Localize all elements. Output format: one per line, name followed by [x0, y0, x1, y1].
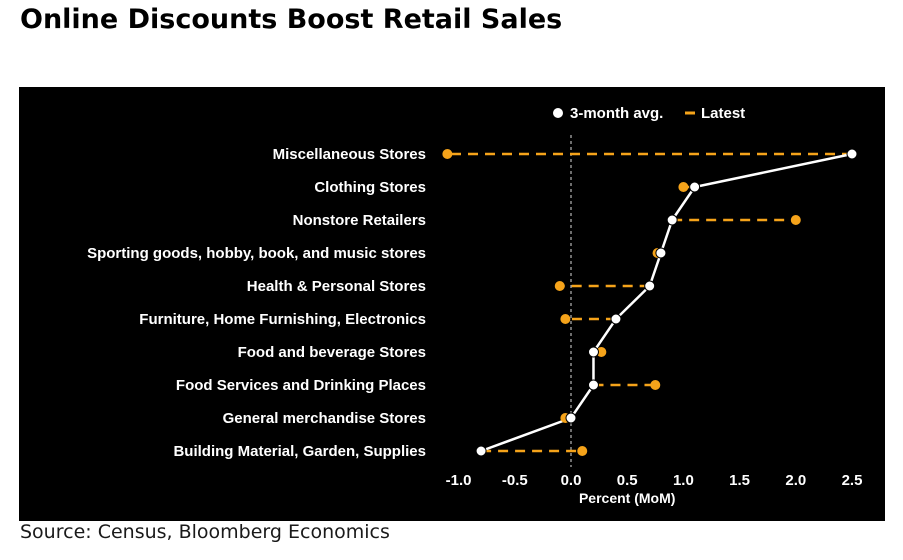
category-labels: Miscellaneous Stores Clothing Stores Nonst… — [87, 146, 426, 460]
x-tick-label: -0.5 — [502, 472, 528, 489]
latest-points — [442, 149, 801, 456]
avg-point — [565, 412, 577, 424]
latest-point — [678, 182, 689, 192]
latest-point — [596, 347, 607, 357]
category-label: Miscellaneous Stores — [273, 146, 426, 163]
avg-point — [644, 280, 656, 292]
latest-point — [560, 314, 571, 324]
avg-points — [475, 148, 858, 457]
latest-point — [790, 215, 801, 225]
x-tick-label: 1.0 — [673, 472, 694, 489]
x-tick-label: 0.0 — [561, 472, 582, 489]
category-label: Nonstore Retailers — [293, 212, 426, 229]
legend: 3-month avg. Latest — [553, 105, 745, 122]
latest-point — [650, 380, 661, 390]
latest-connectors — [447, 152, 852, 453]
category-label: Sporting goods, hobby, book, and music s… — [87, 245, 426, 262]
latest-point — [577, 446, 588, 456]
category-label: Building Material, Garden, Supplies — [173, 443, 426, 460]
category-label: Furniture, Home Furnishing, Electronics — [139, 311, 426, 328]
x-tick-label: 2.5 — [842, 472, 863, 489]
category-label: Clothing Stores — [314, 179, 426, 196]
category-label: Food and beverage Stores — [238, 344, 426, 361]
avg-point — [655, 247, 667, 259]
x-tick-label: -1.0 — [446, 472, 472, 489]
latest-point — [442, 149, 453, 159]
legend-avg-label: 3-month avg. — [570, 105, 663, 122]
x-axis-label: Percent (MoM) — [579, 490, 675, 506]
legend-avg-marker — [553, 108, 563, 118]
avg-series-line — [480, 152, 853, 453]
x-tick-label: 0.5 — [617, 472, 638, 489]
dot-plot-chart: 3-month avg. Latest Miscellaneous Stores… — [87, 105, 863, 506]
category-label: Health & Personal Stores — [247, 278, 426, 295]
category-label: Food Services and Drinking Places — [176, 377, 426, 394]
avg-point — [587, 379, 599, 391]
x-axis-ticks: -1.0 -0.5 0.0 0.5 1.0 1.5 2.0 2.5 — [446, 472, 863, 489]
chart-panel: 3-month avg. Latest Miscellaneous Stores… — [19, 87, 885, 521]
avg-point — [475, 445, 487, 457]
x-tick-label: 2.0 — [785, 472, 806, 489]
chart-title: Online Discounts Boost Retail Sales — [20, 4, 563, 35]
avg-point — [689, 181, 701, 193]
latest-point — [554, 281, 565, 291]
source-note: Source: Census, Bloomberg Economics — [20, 521, 390, 543]
avg-point — [587, 346, 599, 358]
category-label: General merchandise Stores — [223, 410, 426, 427]
avg-point — [846, 148, 858, 160]
avg-point — [610, 313, 622, 325]
legend-latest-label: Latest — [701, 105, 745, 122]
avg-point — [666, 214, 678, 226]
x-tick-label: 1.5 — [729, 472, 750, 489]
